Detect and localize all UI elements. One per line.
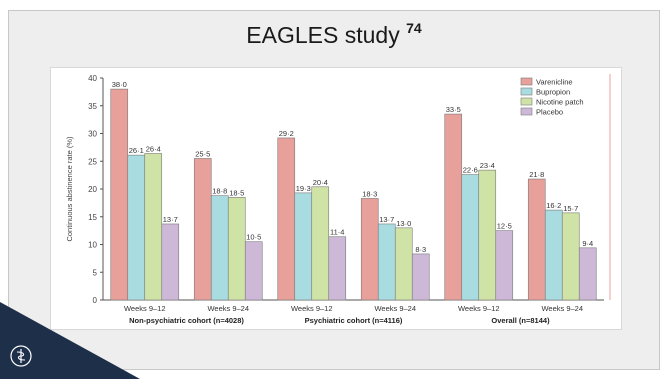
y-axis-title: Continuous abstinence rate (%) (65, 136, 74, 242)
data-label: 29·2 (279, 129, 294, 138)
y-tick-label: 5 (93, 268, 98, 277)
data-label: 10·5 (246, 233, 261, 242)
legend-swatch (520, 107, 533, 116)
legend-label: Varenicline (536, 78, 573, 87)
legend-label: Nicotine patch (536, 98, 584, 107)
bar (193, 158, 212, 301)
cohort-label: Psychiatric cohort (n=4116) (305, 316, 403, 325)
bar (527, 178, 546, 301)
slide-title: EAGLES study 74 (0, 20, 668, 49)
bar (394, 227, 413, 301)
chart-container: 0 5 10 15 20 25 30 35 40 Continuous abstinence ra… (50, 67, 622, 330)
data-label: 26·1 (129, 146, 144, 155)
bar (411, 253, 430, 301)
cohort-label: Overall (n=8144) (491, 316, 550, 325)
data-label: 33·5 (446, 105, 461, 114)
legend-label: Bupropion (536, 88, 570, 97)
data-label: 18·5 (229, 188, 244, 197)
bar (227, 197, 246, 301)
y-tick-label: 35 (88, 102, 97, 111)
data-label: 16·2 (546, 201, 561, 210)
data-label: 21·8 (529, 170, 544, 179)
data-label: 8·3 (415, 245, 426, 254)
data-label: 13·7 (163, 215, 178, 224)
bar (244, 241, 263, 301)
data-label: 12·5 (497, 222, 512, 231)
x-tick-label: Weeks 9–12 (458, 304, 500, 313)
data-label: 38·0 (112, 80, 127, 89)
bar (578, 247, 597, 301)
bar (144, 153, 163, 301)
x-tick-label: Weeks 9–24 (541, 304, 583, 313)
x-tick-label: Weeks 9–24 (374, 304, 416, 313)
y-tick-label: 20 (88, 185, 97, 194)
bar (110, 88, 129, 301)
data-label: 13·0 (396, 219, 411, 228)
bar (444, 113, 463, 301)
bar-chart: 0 5 10 15 20 25 30 35 40 Continuous abstinence ra… (65, 74, 611, 325)
data-label: 26·4 (146, 144, 161, 153)
data-label: 15·7 (563, 204, 578, 213)
bar (294, 192, 313, 301)
bar (561, 212, 580, 301)
bar (360, 198, 379, 301)
legend-swatch (520, 97, 533, 106)
data-label: 19·3 (296, 184, 311, 193)
x-tick-label: Weeks 9–12 (124, 304, 166, 313)
x-tick-label: Weeks 9–12 (291, 304, 333, 313)
y-tick-label: 15 (88, 213, 97, 222)
data-label: 18·8 (212, 187, 227, 196)
bar (377, 223, 396, 301)
title-text: EAGLES study (246, 22, 407, 48)
data-label: 23·4 (480, 161, 495, 170)
legend-swatch (520, 87, 533, 96)
data-label: 25·5 (195, 149, 210, 158)
y-tick-label: 30 (88, 130, 97, 139)
x-tick-label: Weeks 9–24 (207, 304, 249, 313)
bar (161, 223, 180, 301)
bar (127, 154, 146, 301)
data-label: 11·4 (330, 228, 344, 237)
data-label: 9·4 (582, 239, 593, 248)
bar (478, 169, 497, 301)
bar (210, 195, 229, 301)
bar (544, 209, 563, 301)
y-tick-label: 0 (93, 296, 98, 305)
data-label: 20·4 (313, 178, 328, 187)
legend-swatch (520, 77, 533, 86)
y-tick-label: 40 (88, 74, 97, 83)
data-label: 18·3 (362, 189, 377, 198)
bar (311, 186, 330, 301)
bar (495, 230, 514, 301)
bar (461, 174, 480, 301)
legend-label: Placebo (536, 108, 563, 117)
y-tick-label: 25 (88, 157, 97, 166)
bar (277, 137, 296, 301)
data-label: 13·7 (379, 215, 394, 224)
title-reference: 74 (406, 20, 422, 36)
cohort-label: Non-psychiatric cohort (n=4028) (129, 316, 244, 325)
y-tick-label: 10 (88, 241, 97, 250)
data-label: 22·6 (463, 166, 478, 175)
bar (328, 236, 347, 301)
